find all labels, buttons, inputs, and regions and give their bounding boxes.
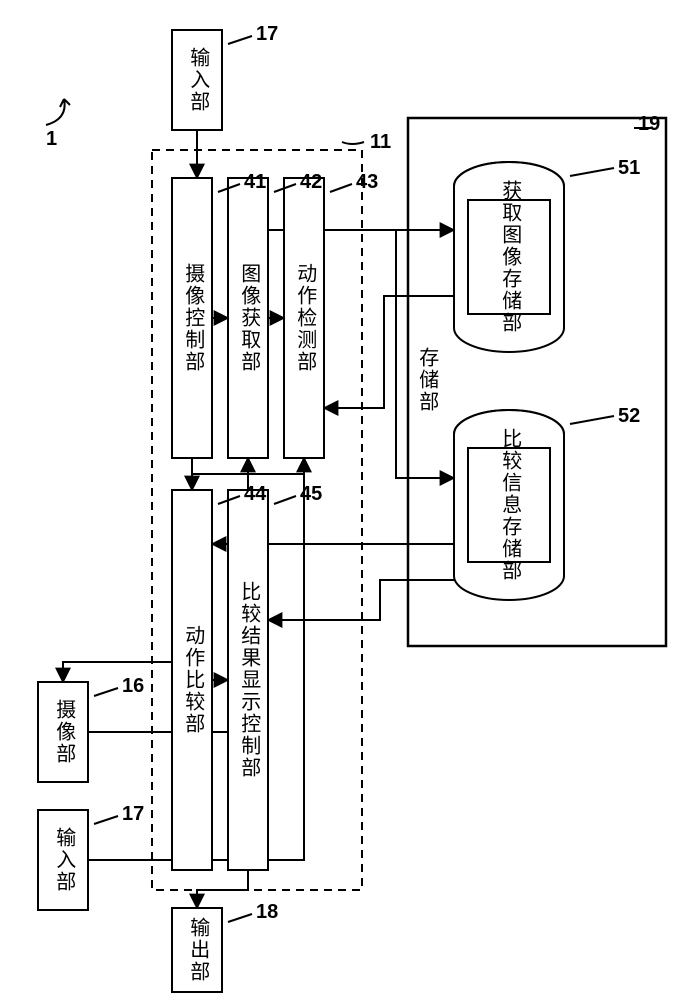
svg-text:图像获取部: 图像获取部 [238,263,261,373]
svg-text:41: 41 [244,171,266,193]
svg-text:52: 52 [618,405,640,427]
svg-text:摄像部: 摄像部 [53,699,76,765]
svg-text:51: 51 [618,157,640,179]
svg-text:17: 17 [122,803,144,825]
svg-text:16: 16 [122,675,144,697]
svg-text:17: 17 [256,23,278,45]
svg-text:存储部: 存储部 [416,347,439,413]
svg-text:43: 43 [356,171,378,193]
svg-text:动作比较部: 动作比较部 [182,625,205,735]
svg-text:动作检测部: 动作检测部 [294,263,317,373]
svg-text:18: 18 [256,901,278,923]
svg-text:44: 44 [244,483,267,505]
block-diagram: 111存储部19输入部摄像控制部图像获取部动作检测部动作比较部比较结果显示控制部… [0,0,694,1000]
svg-text:比较结果显示控制部: 比较结果显示控制部 [238,581,261,779]
svg-text:输出部: 输出部 [187,917,210,983]
svg-text:摄像控制部: 摄像控制部 [182,263,205,373]
svg-text:11: 11 [370,131,391,153]
svg-text:1: 1 [46,128,57,150]
svg-text:比较信息存储部: 比较信息存储部 [499,428,522,582]
svg-text:42: 42 [300,171,322,193]
svg-text:输入部: 输入部 [53,827,76,893]
svg-text:输入部: 输入部 [187,47,210,113]
svg-text:19: 19 [638,113,660,135]
svg-text:获取图像存储部: 获取图像存储部 [499,180,522,334]
svg-text:45: 45 [300,483,322,505]
